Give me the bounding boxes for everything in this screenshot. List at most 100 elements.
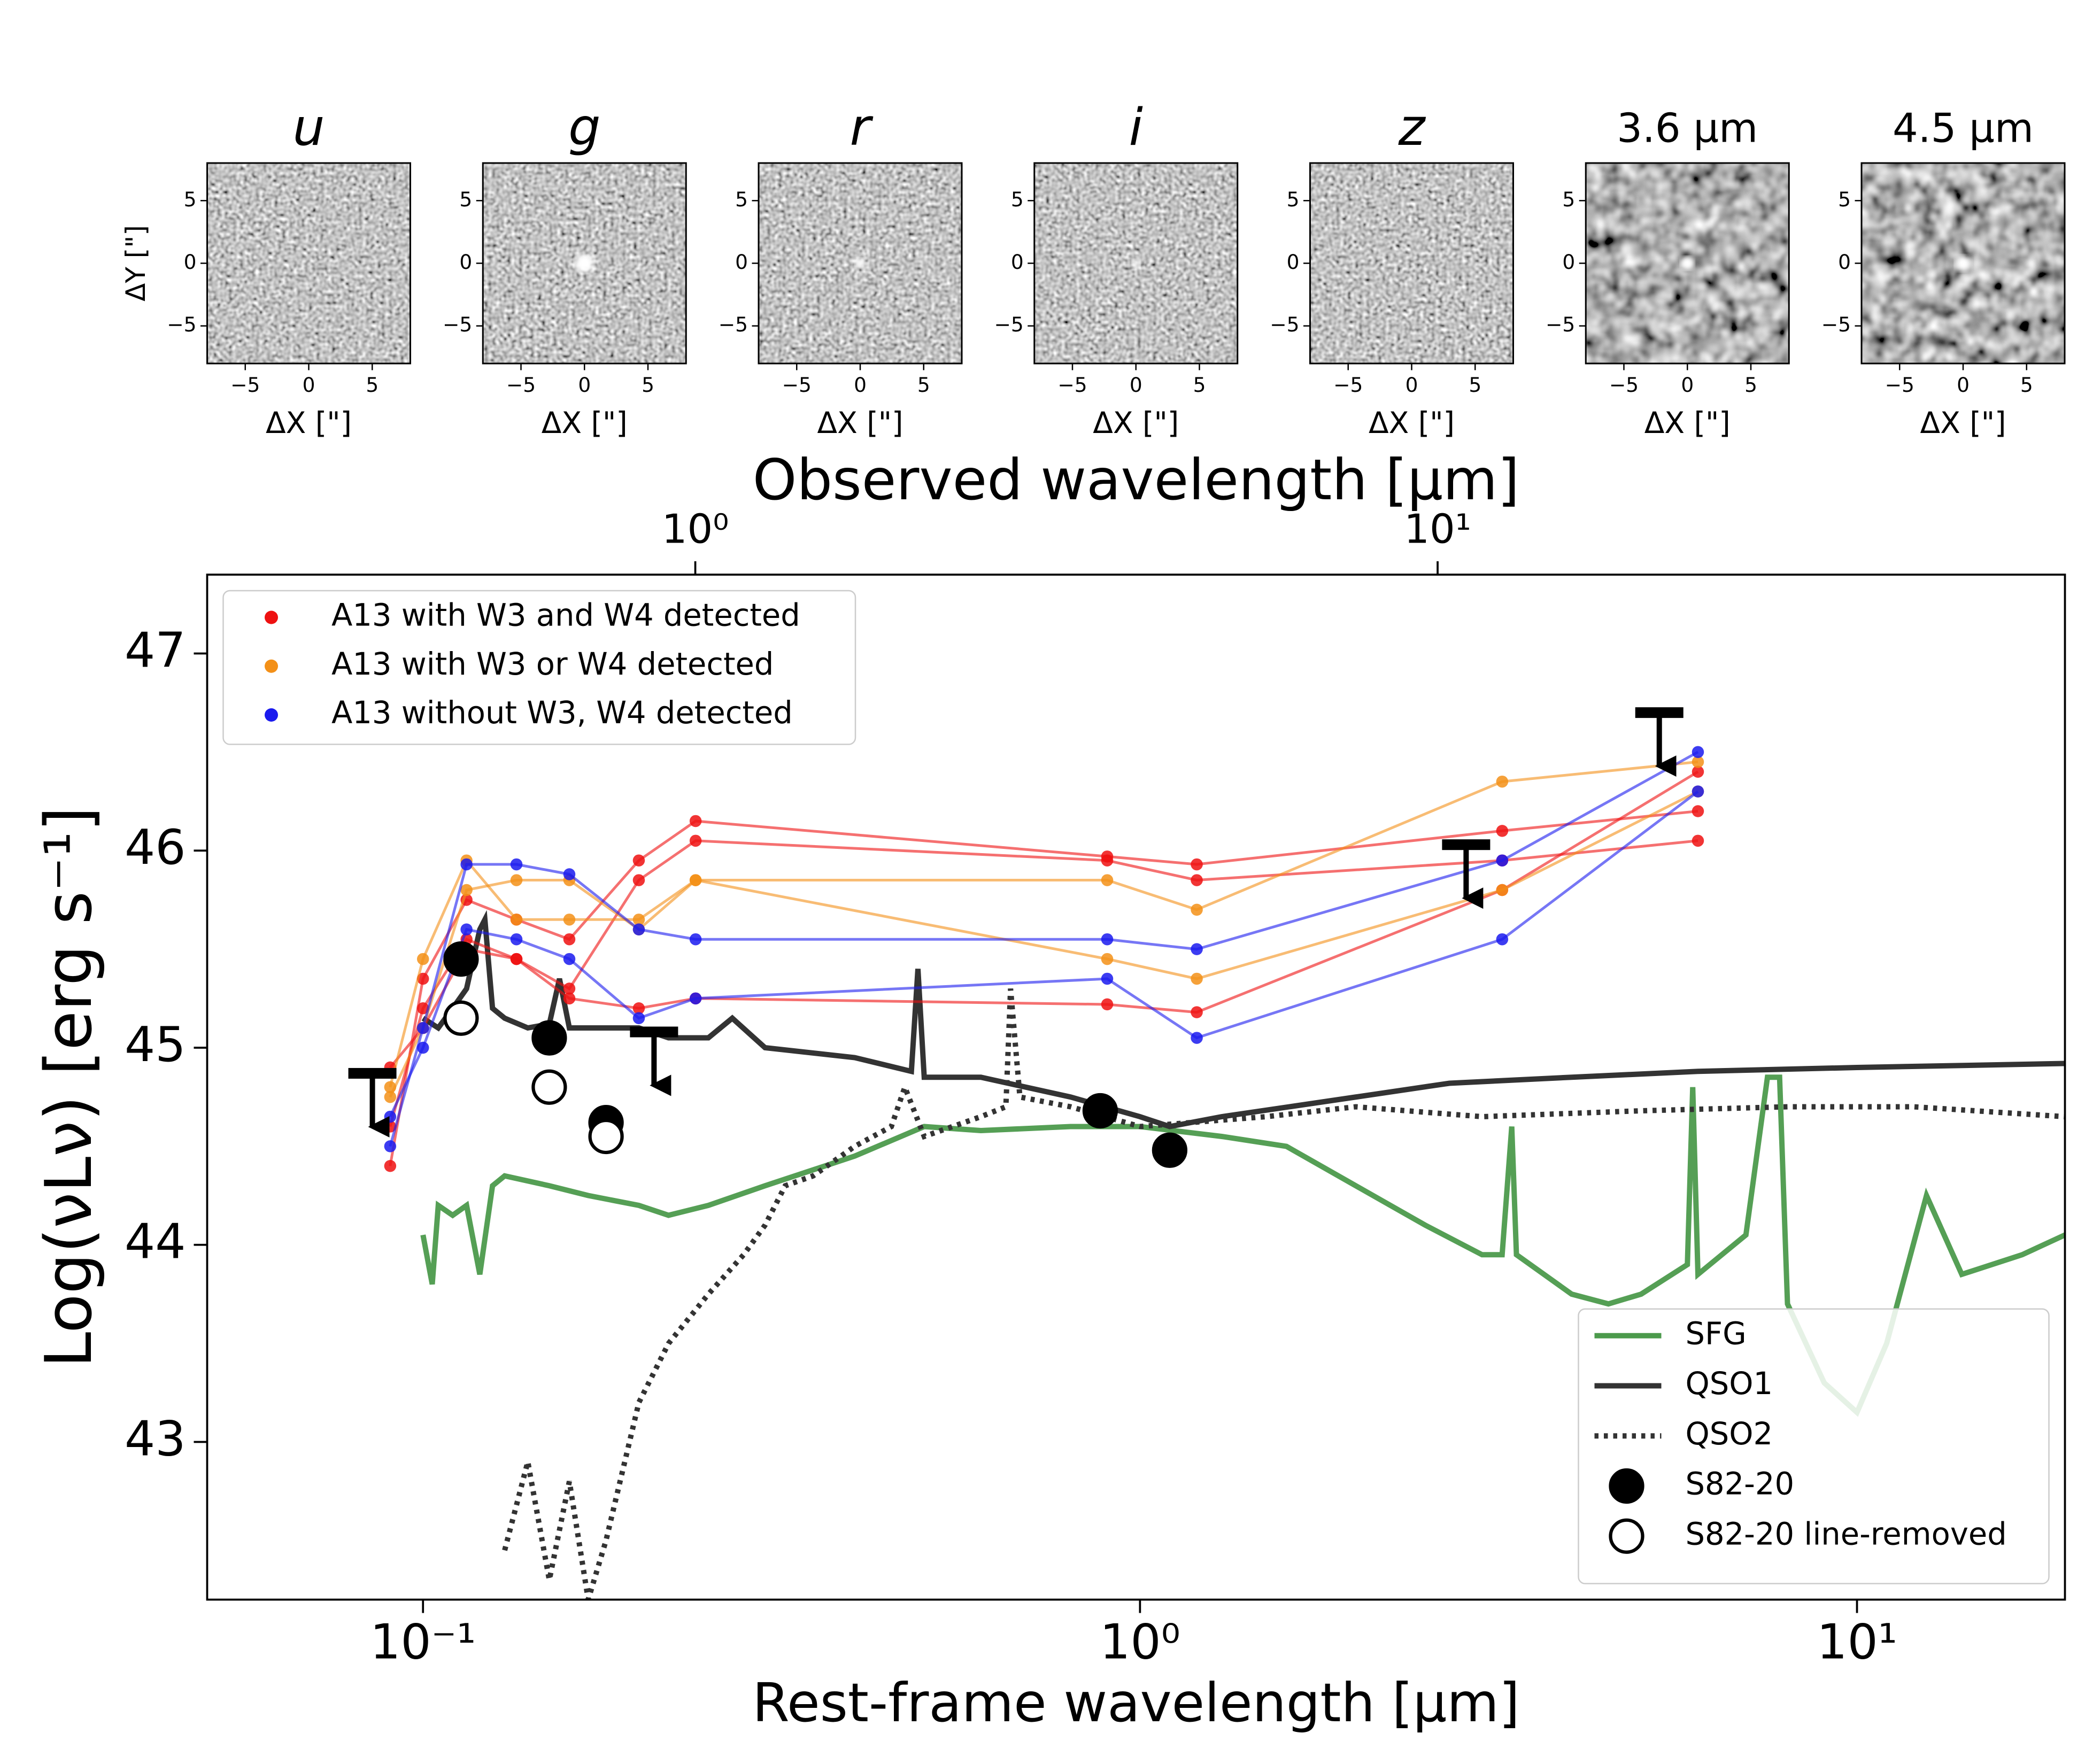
x2-tick-label: 10⁰ bbox=[662, 506, 729, 553]
legend: SFG QSO1 QSO2 S82-20 S82-20 line-removed bbox=[1578, 1308, 2050, 1584]
model-line bbox=[420, 1074, 2065, 1417]
a13-point bbox=[384, 1160, 397, 1172]
legend-label: S82-20 bbox=[1686, 1466, 1795, 1502]
y-tick-label: 0 bbox=[1011, 250, 1024, 274]
y-tick-label: 44 bbox=[125, 1214, 186, 1270]
cutout-panel: u −5 0 5 −5 0 5 ΔX ["] ΔY ["] bbox=[120, 98, 411, 440]
source bbox=[1955, 255, 1971, 272]
x-tick-label: 5 bbox=[1469, 373, 1481, 397]
a13-point bbox=[1496, 775, 1509, 788]
x-tick-label: 0 bbox=[1406, 373, 1418, 397]
a13-point bbox=[1692, 805, 1704, 817]
a13-point bbox=[1191, 1006, 1203, 1018]
y-tick-label: 46 bbox=[125, 819, 186, 876]
a13-point bbox=[632, 923, 645, 935]
a13-point bbox=[563, 868, 576, 880]
a13-point bbox=[510, 858, 523, 871]
a13-point bbox=[1496, 854, 1509, 866]
x-tick-label: 5 bbox=[1193, 373, 1206, 397]
source-point bbox=[531, 1069, 567, 1105]
x-tick-label: −5 bbox=[1885, 373, 1914, 397]
y-tick-label: 0 bbox=[1562, 250, 1575, 274]
x-tick-label: 0 bbox=[1130, 373, 1142, 397]
x-axis-label: ΔX ["] bbox=[266, 406, 352, 440]
legend-label: QSO1 bbox=[1686, 1366, 1773, 1402]
legend-box bbox=[222, 590, 856, 745]
x2-tick-label: 10¹ bbox=[1404, 506, 1471, 553]
a13-point bbox=[1496, 884, 1509, 896]
a13-point bbox=[1191, 943, 1203, 955]
a13-point bbox=[416, 1041, 429, 1054]
a13-point bbox=[384, 1090, 397, 1103]
x-axis-label: ΔX ["] bbox=[817, 406, 904, 440]
y-tick-label: 0 bbox=[459, 250, 472, 274]
a13-point bbox=[1101, 953, 1114, 965]
y-tick-label: −5 bbox=[443, 313, 472, 336]
a13-point bbox=[632, 854, 645, 866]
x-tick-label: −5 bbox=[1609, 373, 1639, 397]
y-tick-label: 5 bbox=[1838, 188, 1851, 211]
cutout-panel: i −5 0 5 −5 0 5 ΔX ["] bbox=[994, 98, 1239, 440]
a13-point bbox=[416, 953, 429, 965]
a13-point bbox=[563, 914, 576, 926]
cutout-title: z bbox=[1398, 98, 1426, 157]
y-tick-label: −5 bbox=[994, 313, 1023, 336]
a13-point bbox=[563, 953, 576, 965]
legend-label: QSO2 bbox=[1686, 1416, 1773, 1452]
a13-point bbox=[1692, 785, 1704, 798]
a13-point bbox=[1496, 933, 1509, 946]
source-point bbox=[531, 1020, 567, 1056]
a13-point bbox=[689, 874, 702, 886]
y-tick-label: 5 bbox=[1287, 188, 1300, 211]
a13-point bbox=[1692, 746, 1704, 759]
x-axis-label: ΔX ["] bbox=[1920, 406, 2006, 440]
x-tick-label: 0 bbox=[578, 373, 591, 397]
a13-point bbox=[632, 914, 645, 926]
a13-point bbox=[416, 1022, 429, 1034]
x-axis-label: ΔX ["] bbox=[1369, 406, 1455, 440]
legend-box bbox=[1578, 1308, 2050, 1584]
source-point bbox=[1082, 1093, 1118, 1129]
x-tick-label: 0 bbox=[1681, 373, 1694, 397]
y-tick-label: −5 bbox=[1270, 313, 1299, 336]
legend-label: A13 without W3, W4 detected bbox=[331, 695, 793, 731]
source bbox=[855, 258, 866, 269]
upper-limit bbox=[1442, 839, 1491, 909]
legend-label: A13 with W3 and W4 detected bbox=[331, 598, 800, 633]
x-tick-label: 5 bbox=[2020, 373, 2033, 397]
a13-point bbox=[1692, 765, 1704, 778]
x-axis-label: ΔX ["] bbox=[1093, 406, 1179, 440]
a13-point bbox=[1191, 858, 1203, 871]
a13-point bbox=[632, 874, 645, 886]
cutout-image bbox=[1310, 163, 1513, 363]
source-point bbox=[443, 941, 479, 977]
legend-marker bbox=[265, 610, 278, 624]
upper-limit bbox=[630, 1026, 678, 1096]
y-axis-label: ΔY ["] bbox=[120, 225, 151, 301]
y-tick-label: 5 bbox=[459, 188, 472, 211]
a13-point bbox=[1496, 825, 1509, 837]
cutout-title: i bbox=[1129, 98, 1143, 157]
x-tick-label: 5 bbox=[917, 373, 930, 397]
legend-marker bbox=[265, 659, 278, 673]
legend-label: SFG bbox=[1686, 1316, 1747, 1351]
a13-point bbox=[510, 914, 523, 926]
x-tick-label: −5 bbox=[230, 373, 260, 397]
cutout-title: g bbox=[568, 98, 600, 157]
y-tick-label: 0 bbox=[1838, 250, 1851, 274]
a13-point bbox=[384, 1140, 397, 1152]
a13-point bbox=[563, 992, 576, 1005]
a13-point bbox=[510, 933, 523, 946]
source-point bbox=[588, 1118, 624, 1155]
legend-marker bbox=[265, 708, 278, 722]
source-point bbox=[443, 1000, 479, 1036]
a13-point bbox=[1101, 933, 1114, 946]
a13-point bbox=[384, 1110, 397, 1123]
x-axis-label: Rest-frame wavelength [μm] bbox=[752, 1672, 1520, 1734]
a13-point bbox=[689, 834, 702, 847]
y-tick-label: −5 bbox=[167, 313, 196, 336]
x-tick-label: −5 bbox=[1057, 373, 1087, 397]
x-tick-label: 0 bbox=[303, 373, 315, 397]
plot-area bbox=[348, 707, 2065, 1600]
